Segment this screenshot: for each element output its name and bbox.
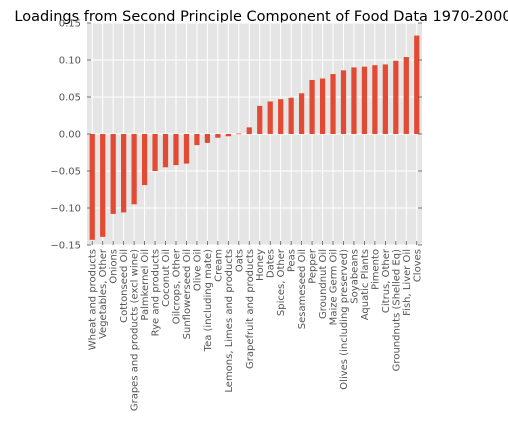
- bar: [204, 134, 211, 143]
- bar: [288, 97, 294, 134]
- bar: [414, 35, 420, 134]
- bar: [183, 134, 190, 164]
- y-tick-label: −0.15: [50, 241, 81, 252]
- bar: [194, 134, 200, 146]
- bar: [246, 127, 252, 134]
- x-tick-label: Vegetables, Other: [98, 248, 109, 339]
- bar: [340, 70, 347, 134]
- x-tick-label: Pepper: [308, 248, 319, 284]
- bar: [278, 99, 284, 134]
- x-tick-label: Peas: [287, 249, 298, 272]
- bar: [110, 134, 116, 214]
- y-tick-label: 0.15: [59, 19, 81, 30]
- x-tick-label: Dates: [266, 249, 277, 278]
- x-tick-label: Coconut Oil: [161, 249, 172, 307]
- bar: [319, 78, 326, 134]
- y-tick-label: −0.05: [50, 167, 81, 178]
- x-tick-label: Grapefruit and products: [245, 249, 256, 369]
- x-tick-label: Maize Germ Oil: [329, 249, 340, 325]
- x-tick-label: Fish, Liver Oil: [402, 249, 413, 316]
- y-tick-label: 0.00: [59, 130, 81, 141]
- bar: [298, 93, 305, 134]
- x-tick-label: Sunflowerseed Oil: [182, 249, 193, 339]
- x-tick-label: Olive Oil: [192, 249, 203, 291]
- y-tick-label: 0.05: [59, 93, 81, 104]
- bar: [215, 134, 221, 138]
- x-tick-label: Cottonseed Oil: [119, 249, 130, 323]
- bar: [141, 134, 148, 186]
- x-tick-label: Wheat and products: [88, 249, 99, 350]
- bar: [393, 60, 399, 134]
- bar: [257, 105, 263, 134]
- bar: [225, 134, 231, 137]
- bar: [236, 133, 242, 135]
- x-tick-label: Olives (including preserved): [339, 249, 350, 390]
- x-tick-label: Cloves: [412, 249, 423, 282]
- x-tick-label: Spices, Other: [276, 248, 287, 316]
- x-axis-ticks: Wheat and products Vegetables, Other Onion…: [88, 241, 423, 411]
- x-tick-label: Soyabeans: [349, 249, 360, 304]
- x-tick-label: Grapes and products (excl wine): [130, 249, 141, 411]
- x-tick-label: Lemons, Limes and products: [224, 249, 235, 393]
- x-tick-label: Tea (including mate): [203, 249, 214, 352]
- bar: [351, 67, 357, 134]
- y-tick-label: 0.10: [59, 56, 81, 67]
- bar: [330, 74, 336, 134]
- bar: [361, 66, 368, 134]
- x-tick-label: Cream: [213, 249, 224, 282]
- x-tick-label: Oilcrops, Other: [171, 248, 182, 324]
- x-tick-label: Pimento: [370, 249, 381, 290]
- bars: [89, 35, 420, 240]
- bar: [403, 57, 409, 134]
- bar: [372, 65, 378, 134]
- x-tick-label: Onions: [109, 249, 120, 284]
- bar: [100, 134, 106, 237]
- bar: [309, 79, 315, 134]
- y-axis-ticks: −0.15 −0.10 −0.05 0.00 0.05 0.10 0.15: [50, 19, 422, 252]
- x-tick-label: Honey: [255, 249, 266, 281]
- y-tick-label: −0.10: [50, 204, 81, 215]
- x-tick-label: Oats: [234, 249, 245, 272]
- bar: [267, 101, 273, 134]
- x-tick-label: Groundnuts (Shelled Eq): [391, 249, 402, 371]
- x-tick-label: Palmkernel Oil: [140, 249, 151, 321]
- bar: [89, 134, 95, 240]
- chart-title: Loadings from Second Principle Component…: [14, 9, 508, 25]
- bar: [131, 134, 137, 205]
- x-tick-label: Citrus, Other: [381, 248, 392, 313]
- bar: [152, 134, 158, 171]
- x-tick-label: Rye and products: [151, 249, 162, 336]
- bar: [162, 134, 169, 168]
- x-tick-label: Groundnut Oil: [318, 249, 329, 319]
- x-tick-label: Sesameseed Oil: [297, 249, 308, 329]
- x-tick-label: Aquatic Plants: [360, 249, 371, 320]
- bar: [382, 64, 388, 134]
- bar: [121, 134, 127, 213]
- bar: [173, 134, 179, 166]
